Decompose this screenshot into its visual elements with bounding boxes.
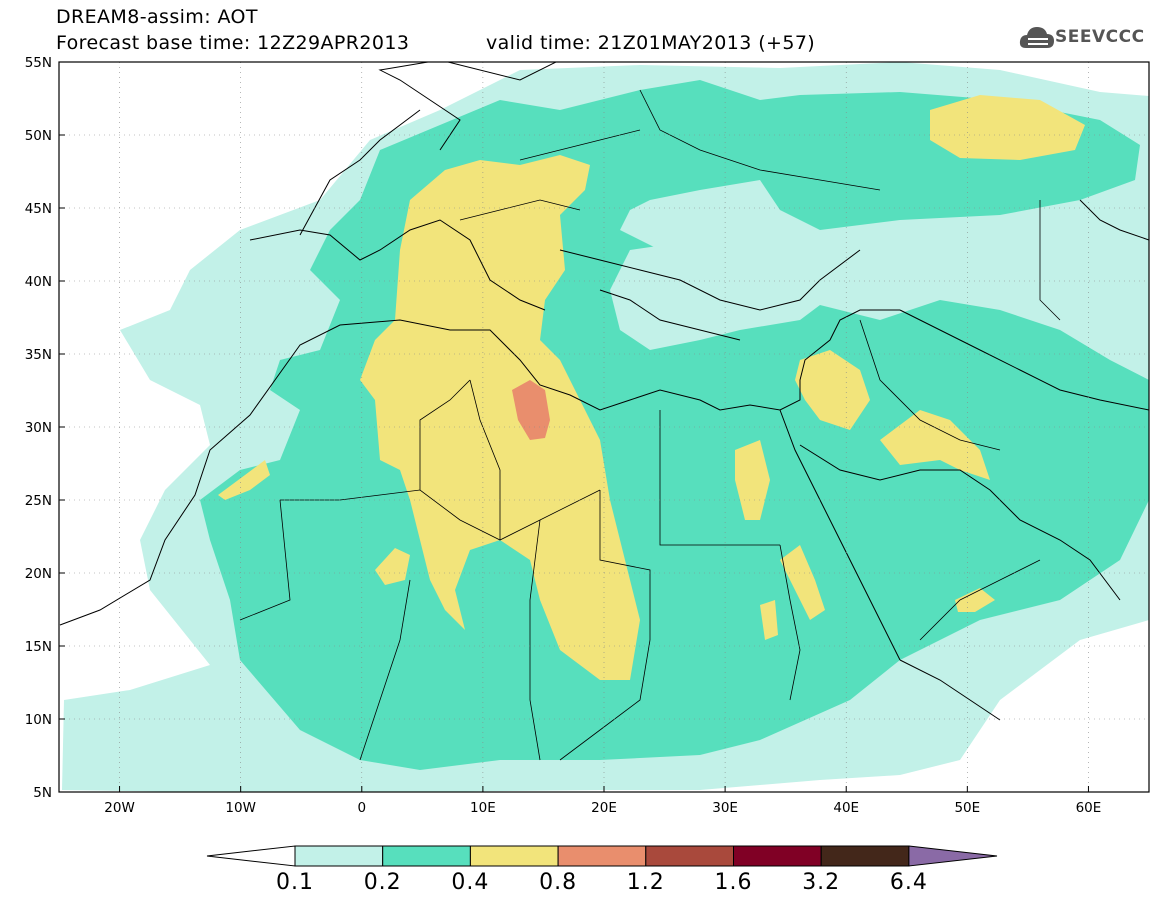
colorbar-label: 0.1 bbox=[276, 870, 314, 895]
lat-label-25N: 25N bbox=[25, 493, 52, 509]
coastlines bbox=[59, 62, 1149, 721]
lon-label-0: 0 bbox=[357, 800, 366, 816]
lon-label-20E: 20E bbox=[591, 800, 617, 816]
colorbar-label: 1.2 bbox=[626, 870, 665, 895]
aot-region-0.4-yemen bbox=[955, 588, 995, 612]
lon-label-10E: 10E bbox=[470, 800, 496, 816]
aot-region-0.4-egypt bbox=[735, 440, 770, 520]
cloud-icon bbox=[1019, 27, 1054, 48]
lon-label-20W: 20W bbox=[104, 800, 135, 816]
map-title: DREAM8-assim: AOT bbox=[56, 6, 258, 28]
aot-region-0.4 bbox=[360, 155, 640, 680]
lat-label-55N: 55N bbox=[25, 55, 52, 71]
aot-region-0.4-russia bbox=[930, 95, 1085, 160]
aot-region-0.4-gulf bbox=[880, 410, 990, 480]
seevccc-logo bbox=[1018, 20, 1158, 56]
lat-label-5N: 5N bbox=[33, 785, 52, 801]
colorbar-label: 3.2 bbox=[802, 870, 841, 895]
aot-region-0.4-mali bbox=[375, 548, 410, 585]
lat-label-15N: 15N bbox=[25, 639, 52, 655]
aot-region-0.4-redsea bbox=[780, 545, 825, 620]
aot-region-0.8 bbox=[512, 380, 550, 440]
colorbar-label: 1.6 bbox=[714, 870, 753, 895]
aot-region-0.1-med bbox=[610, 240, 840, 350]
colorbar-label: 6.4 bbox=[889, 870, 928, 895]
forecast-base-time: Forecast base time: 12Z29APR2013 bbox=[56, 32, 410, 54]
lon-label-50E: 50E bbox=[954, 800, 980, 816]
aot-region-0.4-west bbox=[218, 460, 270, 500]
colorbar-label: 0.4 bbox=[451, 870, 490, 895]
lat-label-40N: 40N bbox=[25, 274, 52, 290]
gridlines bbox=[59, 62, 1149, 792]
lat-label-35N: 35N bbox=[25, 347, 52, 363]
lat-label-30N: 30N bbox=[25, 420, 52, 436]
longitude-axis: 20W 10W 0 10E 20E 30E 40E 50E 60E bbox=[104, 786, 1101, 816]
aot-region-0.4-arabia bbox=[795, 350, 870, 430]
latitude-axis: 55N 50N 45N 40N 35N 30N 25N 20N 15N 10N 5N bbox=[25, 55, 65, 801]
colorbar-label: 0.8 bbox=[539, 870, 578, 895]
lat-label-10N: 10N bbox=[25, 712, 52, 728]
aot-region-0.4-chad bbox=[760, 600, 778, 640]
lon-label-10W: 10W bbox=[225, 800, 256, 816]
lat-label-50N: 50N bbox=[25, 128, 52, 144]
lon-label-40E: 40E bbox=[833, 800, 859, 816]
colorbar-label: 0.2 bbox=[363, 870, 402, 895]
aot-shading bbox=[62, 62, 1149, 792]
valid-time: valid time: 21Z01MAY2013 (+57) bbox=[486, 32, 816, 54]
lon-label-60E: 60E bbox=[1076, 800, 1102, 816]
lat-label-45N: 45N bbox=[25, 201, 52, 217]
lon-label-30E: 30E bbox=[712, 800, 738, 816]
lat-label-20N: 20N bbox=[25, 566, 52, 582]
logo-text: SEEVCCC bbox=[1055, 27, 1145, 47]
